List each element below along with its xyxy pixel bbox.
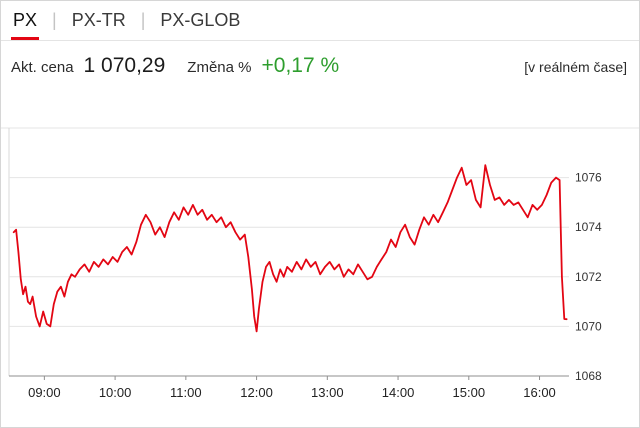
svg-text:15:00: 15:00 (453, 385, 486, 400)
svg-text:10:00: 10:00 (99, 385, 132, 400)
svg-text:14:00: 14:00 (382, 385, 415, 400)
tab-px-tr[interactable]: PX-TR (71, 10, 126, 30)
svg-text:1076: 1076 (575, 171, 602, 185)
tab-separator: | (52, 10, 57, 30)
svg-text:1074: 1074 (575, 220, 602, 234)
index-tabbar: PX | PX-TR | PX-GLOB (1, 1, 639, 41)
change-value: +0,17 % (261, 54, 340, 77)
svg-text:09:00: 09:00 (28, 385, 61, 400)
current-price-label: Akt. cena (11, 59, 74, 76)
change-label: Změna % (187, 59, 252, 76)
svg-text:1072: 1072 (575, 270, 602, 284)
svg-text:1070: 1070 (575, 319, 602, 333)
svg-text:1068: 1068 (575, 369, 602, 383)
svg-text:12:00: 12:00 (240, 385, 273, 400)
price-chart: 1068 1070 1072 1074 1076 09:00 10:00 11:00 12:00… (1, 122, 639, 427)
svg-text:13:00: 13:00 (311, 385, 344, 400)
current-price-value: 1 070,29 (83, 54, 166, 77)
tab-px-glob[interactable]: PX-GLOB (160, 10, 241, 30)
price-chart-svg: 1068 1070 1072 1074 1076 09:00 10:00 11:00 12:00… (1, 127, 639, 400)
price-infobar: Akt. cena 1 070,29 Změna % +0,17 % [v re… (1, 41, 639, 78)
svg-text:16:00: 16:00 (523, 385, 556, 400)
realtime-note: [v reálném čase] (524, 59, 627, 75)
svg-text:11:00: 11:00 (170, 385, 202, 400)
tab-px[interactable]: PX (11, 10, 40, 40)
tab-separator: | (140, 10, 146, 30)
